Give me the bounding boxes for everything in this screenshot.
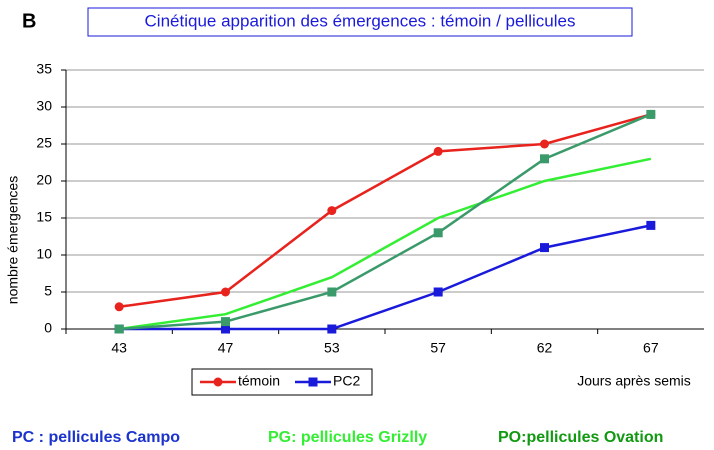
data-point [114, 302, 124, 312]
x-tick-label: 67 [643, 340, 659, 356]
data-point [221, 287, 230, 297]
data-point [221, 317, 230, 327]
data-point [540, 139, 549, 149]
data-point [646, 109, 656, 119]
data-point [327, 324, 337, 334]
data-point [433, 228, 443, 238]
y-tick-label: 35 [36, 61, 52, 77]
y-tick-label: 10 [36, 246, 52, 262]
series-line [119, 224, 652, 331]
data-point [327, 287, 337, 297]
y-tick-label: 25 [36, 135, 52, 151]
data-point [433, 146, 443, 156]
legend-marker [213, 377, 223, 387]
x-tick-label: 62 [537, 340, 553, 356]
x-axis-label: Jours après semis [577, 373, 691, 389]
x-tick-label: 57 [430, 340, 446, 356]
data-point [327, 206, 337, 216]
y-tick-label: 15 [36, 209, 52, 225]
legend-label: témoin [238, 373, 280, 389]
y-tick-label: 30 [36, 98, 52, 114]
series-line [118, 157, 652, 331]
annotation: PO:pellicules Ovation [498, 429, 663, 446]
series-line [119, 113, 652, 331]
data-point [114, 324, 124, 334]
data-point [540, 154, 549, 164]
data-point [433, 287, 443, 297]
y-tick-label: 0 [44, 320, 52, 336]
data-point [221, 324, 230, 334]
x-tick-label: 53 [324, 340, 340, 356]
x-tick-label: 47 [218, 340, 234, 356]
annotation: PG: pellicules Grizlly [268, 429, 427, 446]
series-line [118, 113, 652, 309]
chart-title: Cinétique apparition des émergences : té… [145, 11, 576, 30]
y-axis-label: nombre émergences [5, 176, 21, 304]
x-tick-label: 43 [111, 340, 127, 356]
panel-label: B [22, 10, 36, 32]
legend-marker [308, 377, 318, 387]
legend-label: PC2 [333, 373, 360, 389]
data-point [646, 220, 656, 230]
data-point [540, 243, 549, 253]
y-tick-label: 5 [44, 283, 52, 299]
y-tick-label: 20 [36, 172, 52, 188]
annotation: PC : pellicules Campo [12, 429, 180, 446]
title-box [87, 7, 633, 37]
